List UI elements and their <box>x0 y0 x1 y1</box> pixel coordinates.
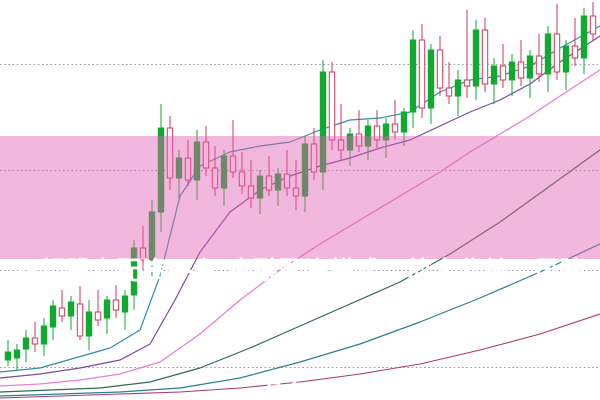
candlestick <box>229 120 237 178</box>
ma-line-ma-slow <box>0 69 600 387</box>
candlestick <box>373 110 381 148</box>
candlestick <box>202 126 210 176</box>
candlestick <box>562 40 570 90</box>
candlestick <box>328 62 336 150</box>
candlestick <box>580 8 588 74</box>
candlestick <box>319 60 327 190</box>
candlestick <box>238 152 246 194</box>
candlestick <box>31 322 39 352</box>
ma-line-ma-long <box>0 149 600 393</box>
candlestick <box>103 296 111 334</box>
candlestick <box>301 136 309 212</box>
candlestick <box>175 150 183 200</box>
ma-line-ma-fast <box>0 25 600 373</box>
candlestick <box>148 200 156 278</box>
candlestick <box>4 340 12 366</box>
candlestick <box>499 44 507 88</box>
candlestick <box>157 104 165 232</box>
candlestick <box>427 44 435 124</box>
ma-line-ma-base <box>0 313 600 399</box>
candlestick <box>49 300 57 340</box>
candlestick <box>463 10 471 98</box>
candlestick <box>535 34 543 82</box>
candlestick <box>13 344 21 370</box>
candlestick <box>382 118 390 158</box>
candlestick <box>310 128 318 180</box>
candlestick <box>526 50 534 98</box>
candlestick <box>553 4 561 80</box>
candlestick <box>337 104 345 160</box>
moving-average-lines-layer <box>0 25 600 399</box>
candlestick <box>508 54 516 96</box>
candlestick <box>490 58 498 104</box>
candlestick <box>94 290 102 326</box>
candlestick <box>355 110 363 152</box>
gridlines-layer <box>0 64 600 368</box>
candlestick <box>544 26 552 92</box>
candlestick <box>346 128 354 166</box>
candlestick <box>184 140 192 186</box>
candlestick <box>76 286 84 340</box>
candlestick <box>220 150 228 206</box>
candlestick <box>400 108 408 146</box>
candlestick <box>364 120 372 160</box>
candlestick <box>130 240 138 310</box>
candlestick <box>193 130 201 200</box>
candlestick <box>121 290 129 330</box>
candlestick <box>571 18 579 66</box>
candlestick <box>481 18 489 92</box>
candlestick <box>85 300 93 350</box>
candlestick <box>292 160 300 210</box>
candlestick <box>139 226 147 270</box>
candlestick <box>391 100 399 140</box>
candlestick <box>283 150 291 196</box>
candlesticks-layer <box>4 2 597 370</box>
candlestick <box>40 318 48 356</box>
candlestick <box>418 24 426 118</box>
candlestick <box>445 62 453 104</box>
candlestick <box>409 30 417 128</box>
candlestick <box>454 70 462 116</box>
candlestick <box>67 296 75 330</box>
candlestick <box>517 40 525 86</box>
candlestick <box>211 146 219 196</box>
candlestick <box>112 285 120 318</box>
candlestick <box>472 20 480 100</box>
candlestick <box>22 330 30 362</box>
candlestick <box>265 156 273 196</box>
candlestick <box>247 160 255 208</box>
candlestick <box>58 290 66 322</box>
ma-line-ma-vlong <box>0 243 600 397</box>
candlestick <box>256 170 264 214</box>
candlestick <box>436 36 444 96</box>
candlestick <box>166 116 174 190</box>
candlestick <box>274 168 282 206</box>
candlestick <box>589 2 597 40</box>
